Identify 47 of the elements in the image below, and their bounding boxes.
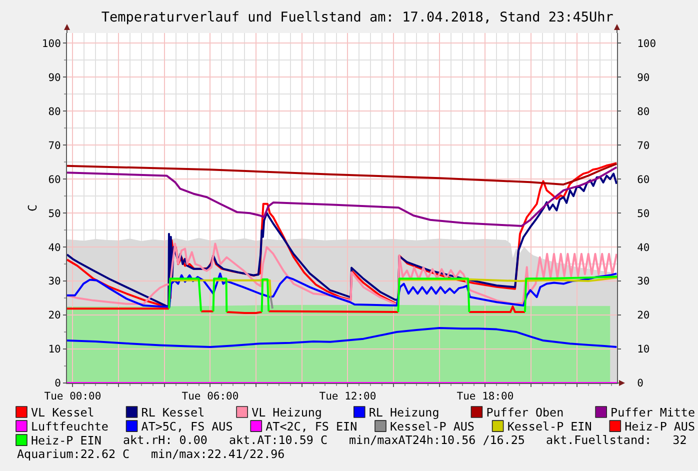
y-tick-label: 50 — [48, 208, 61, 220]
text: akt.AT:10.59 C — [229, 433, 328, 447]
text: min/max:22.41/22.96 — [151, 447, 285, 461]
y2-tick-label: 100 — [637, 38, 656, 50]
x-tick-label: Tue 00:00 — [44, 390, 102, 403]
text: akt.Fuellstand: 32 — [546, 433, 687, 447]
legend-label: Heiz-P AUS — [624, 420, 696, 434]
x-tick-label: Tue 12:00 — [319, 390, 376, 403]
y-tick-label: 60 — [48, 174, 61, 186]
text: akt.rH: 0.00 — [123, 433, 208, 447]
y2-tick-label: 90 — [637, 72, 650, 84]
text: min/maxAT24h:10.56 /16.25 — [349, 433, 525, 447]
x-tick-label: Tue 18:00 — [456, 390, 514, 403]
y-tick-label: 10 — [48, 344, 61, 356]
y-tick-label: 0 — [54, 378, 61, 390]
y-axis-title: C — [25, 204, 40, 212]
y-tick-label: 80 — [48, 106, 61, 118]
legend-label: Luftfeuchte — [31, 420, 108, 434]
legend-label: AT>5C, FS AUS — [141, 420, 233, 434]
y2-tick-label: 70 — [637, 140, 650, 152]
y-tick-label: 20 — [48, 310, 61, 322]
y2-tick-label: 50 — [637, 208, 650, 220]
y-tick-label: 90 — [48, 72, 61, 84]
legend-label: Heiz-P EIN — [31, 434, 102, 448]
chart-title: Temperaturverlauf und Fuellstand am: 17.04.2018, Stand 23:45Uhr — [101, 10, 614, 26]
legend-label: RL Kessel — [141, 406, 205, 420]
legend-label: Kessel-P EIN — [507, 420, 592, 434]
y2-tick-label: 40 — [637, 242, 650, 254]
legend-label: AT<2C, FS EIN — [266, 420, 358, 434]
y2-tick-label: 60 — [637, 174, 650, 186]
legend-label: VL Heizung — [252, 406, 322, 420]
y-tick-label: 70 — [48, 140, 61, 152]
y2-tick-label: 10 — [637, 344, 650, 356]
y2-tick-label: 0 — [637, 378, 644, 390]
y-tick-label: 40 — [48, 242, 61, 254]
legend-label: Puffer Oben — [486, 406, 564, 420]
legend-label: Kessel-P AUS — [390, 420, 474, 434]
legend-label: RL Heizung — [368, 406, 440, 420]
y2-tick-label: 30 — [637, 276, 650, 288]
legend-label: VL Kessel — [31, 406, 94, 420]
x-tick-label: Tue 06:00 — [182, 390, 239, 403]
y2-tick-label: 80 — [637, 106, 650, 118]
text: Aquarium:22.62 C — [17, 447, 130, 461]
y2-tick-label: 20 — [637, 310, 650, 322]
y-tick-label: 100 — [42, 38, 61, 50]
legend-label: Puffer Mitte — [610, 406, 696, 420]
y-tick-label: 30 — [48, 276, 61, 288]
